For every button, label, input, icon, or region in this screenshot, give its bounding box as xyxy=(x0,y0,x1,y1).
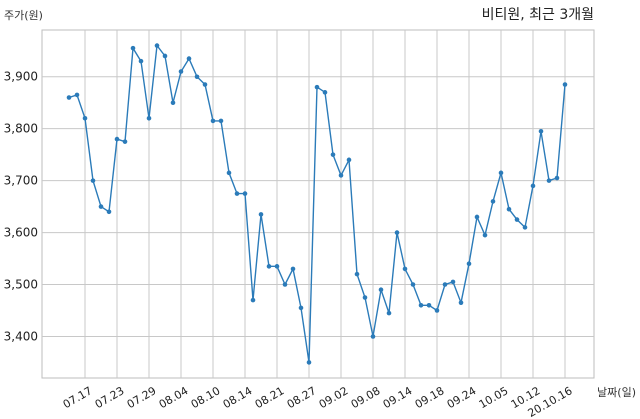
data-point xyxy=(546,178,552,183)
data-point xyxy=(306,360,312,365)
data-point xyxy=(138,58,144,64)
data-point xyxy=(394,230,400,235)
x-tick-label: 09.14 xyxy=(381,384,415,411)
x-tick-label: 10.05 xyxy=(477,384,511,411)
x-tick-label: 07.17 xyxy=(61,384,95,411)
data-point xyxy=(314,84,320,90)
y-tick-label: 3,700 xyxy=(4,174,38,188)
data-point xyxy=(538,128,544,134)
y-tick-label: 3,800 xyxy=(4,122,38,136)
series xyxy=(66,43,568,365)
data-point xyxy=(434,308,440,313)
data-point xyxy=(530,183,536,189)
data-point xyxy=(442,282,448,287)
data-point xyxy=(106,209,112,215)
y-axis-label: 주가(원) xyxy=(4,9,43,22)
data-point xyxy=(330,152,336,157)
data-point xyxy=(266,264,272,269)
x-tick-label: 08.04 xyxy=(157,384,191,411)
data-point xyxy=(338,173,344,178)
data-point xyxy=(66,95,72,100)
data-point xyxy=(506,206,512,212)
data-point xyxy=(154,43,160,48)
data-point xyxy=(490,199,496,204)
data-point xyxy=(474,214,480,220)
data-point xyxy=(298,305,304,311)
x-tick-label: 08.14 xyxy=(221,384,255,411)
data-point xyxy=(466,261,472,267)
series-line xyxy=(68,43,566,363)
data-point xyxy=(418,302,424,308)
data-point xyxy=(82,115,88,121)
y-tick-label: 3,600 xyxy=(4,226,38,240)
data-point xyxy=(402,266,408,272)
x-tick-label: 08.21 xyxy=(253,384,287,411)
data-point xyxy=(410,282,416,287)
data-point xyxy=(274,264,280,269)
data-point xyxy=(458,300,464,305)
x-tick-label: 09.02 xyxy=(317,384,351,411)
data-point xyxy=(226,170,232,176)
data-point xyxy=(146,115,152,121)
data-point xyxy=(122,139,128,144)
x-tick-label: 09.08 xyxy=(349,384,383,411)
x-tick-label: 07.29 xyxy=(125,384,159,411)
data-point xyxy=(74,92,80,98)
data-point xyxy=(362,295,368,300)
data-point xyxy=(234,191,240,196)
data-point xyxy=(250,297,256,303)
x-tick-label: 08.27 xyxy=(285,384,319,411)
y-tick-label: 3,900 xyxy=(4,70,38,84)
x-tick-label: 07.23 xyxy=(93,384,127,411)
x-tick-label: 08.10 xyxy=(189,384,223,411)
y-tick-labels: 3,400 3,500 3,600 3,700 3,800 3,900 xyxy=(4,70,38,344)
data-point xyxy=(202,82,208,87)
data-point xyxy=(194,74,200,80)
data-point xyxy=(346,157,352,163)
data-point xyxy=(450,279,456,285)
x-axis-label: 날짜(일) xyxy=(597,385,636,399)
data-point xyxy=(522,225,528,230)
chart-title: 비티원, 최근 3개월 xyxy=(482,7,594,23)
data-point xyxy=(370,334,376,339)
x-tick-label: 09.18 xyxy=(413,384,447,411)
data-point xyxy=(186,56,192,61)
data-point xyxy=(426,302,432,308)
data-point xyxy=(218,118,224,124)
x-tick-labels: 07.1707.2307.2908.0408.1008.1408.2108.27… xyxy=(61,384,575,419)
data-point xyxy=(162,53,168,59)
data-point xyxy=(242,191,248,196)
plot-frame xyxy=(41,29,595,379)
data-point xyxy=(562,82,568,87)
grid xyxy=(41,29,595,379)
data-point xyxy=(482,232,488,238)
data-point xyxy=(354,271,360,277)
data-point xyxy=(290,266,296,272)
y-tick-label: 3,500 xyxy=(4,278,38,292)
data-point xyxy=(210,118,216,124)
data-point xyxy=(90,178,96,183)
data-point xyxy=(322,90,328,95)
data-point xyxy=(514,217,520,222)
data-point xyxy=(170,100,176,106)
y-tick-label: 3,400 xyxy=(4,329,38,343)
x-tick-label: 09.24 xyxy=(445,384,479,411)
data-point xyxy=(498,170,504,176)
data-point xyxy=(178,69,184,74)
data-point xyxy=(98,204,104,209)
data-point xyxy=(114,136,120,142)
data-point xyxy=(378,287,384,293)
data-point xyxy=(386,310,392,316)
data-point xyxy=(130,45,136,51)
data-point xyxy=(258,212,264,217)
data-point xyxy=(282,282,288,287)
data-point xyxy=(554,175,560,181)
